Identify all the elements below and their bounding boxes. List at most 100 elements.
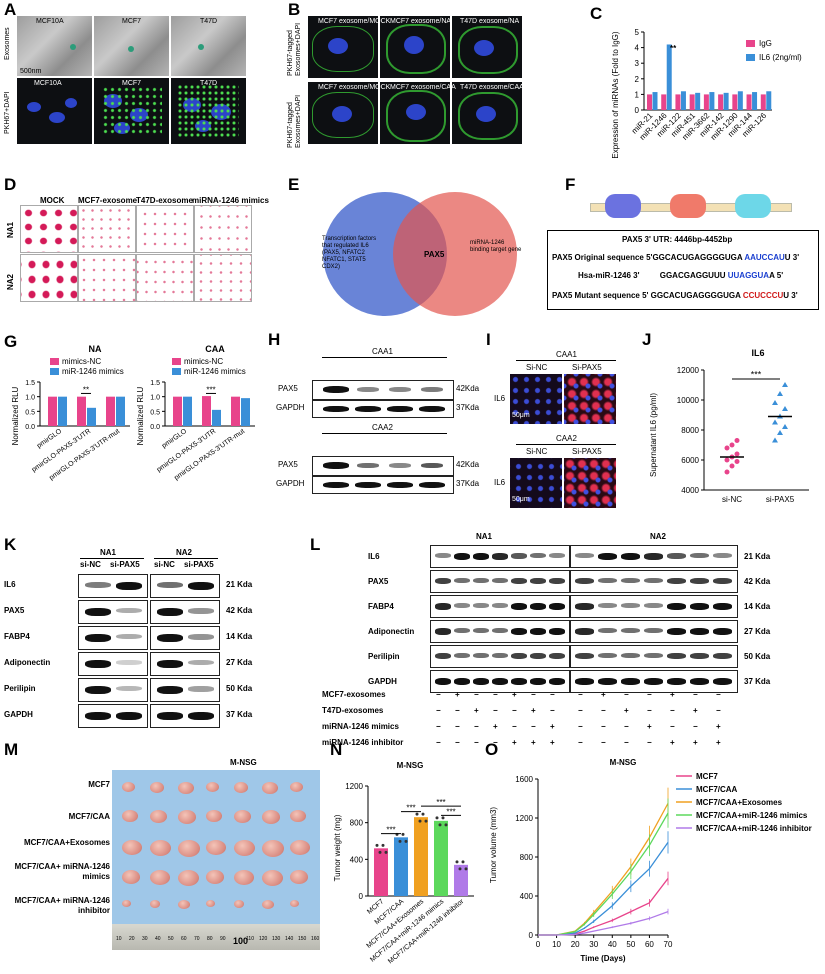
panel-m-label: M	[4, 740, 19, 759]
l-sign: −	[647, 706, 652, 715]
j-ylabel: Supernatant IL6 (pg/ml)	[649, 393, 658, 477]
i-group: CAA2	[556, 434, 577, 443]
oil-red-image	[136, 254, 194, 302]
c-bar	[746, 94, 752, 110]
l-group: NA2	[650, 532, 667, 541]
l-sign: −	[474, 722, 479, 731]
g-legend: miR-1246 mimics	[184, 367, 246, 376]
ruler-tick: 20	[129, 936, 135, 942]
blot-row	[570, 620, 738, 643]
g-bar	[202, 396, 211, 426]
blot-row	[312, 456, 454, 476]
panel-b-row2-label: PKH67-tagged Exosomes+DAPI	[287, 94, 302, 148]
l-row-label: IL6	[368, 552, 380, 561]
n-point	[418, 819, 422, 823]
l-sign: +	[493, 722, 498, 731]
col-label: T47D exosome/NA	[460, 18, 520, 25]
l-sign: −	[531, 722, 536, 731]
l-sign: +	[670, 738, 675, 747]
panel-n-label: N	[330, 740, 343, 759]
c-bar	[647, 94, 652, 110]
orig-seq: PAX5 Original sequence 5'GGCACUGAGGGGUGA…	[552, 253, 800, 262]
l-sign: +	[716, 722, 721, 731]
n-plot: 04008001200MCF7MCF7/CAAMCF7/CAA+Exosomes…	[345, 782, 474, 965]
legend-label-il6: IL6 (2ng/ml)	[759, 53, 802, 62]
d-col: MCF7-exosome	[78, 196, 138, 205]
g-ylabel: Normalized RLU	[11, 386, 20, 445]
j-ytick: 12000	[677, 366, 700, 375]
o-title: M-NSG	[610, 758, 637, 767]
o-xtick: 10	[552, 940, 561, 949]
l-sign: −	[578, 706, 583, 715]
if-image	[564, 374, 616, 424]
j-point	[782, 382, 788, 387]
o-ytick: 1200	[515, 814, 533, 823]
h-row: GAPDH	[276, 403, 305, 412]
l-sign: −	[716, 706, 721, 715]
tumor	[234, 782, 249, 793]
o-plot: 0 400 800 1200 1600 0 10 20 30 40 50 60 70	[515, 775, 673, 949]
n-bar	[414, 817, 428, 896]
g-annotation: ***	[206, 386, 215, 395]
l-row-label: PAX5	[368, 577, 389, 586]
blot-row	[78, 652, 148, 676]
tumor	[178, 782, 194, 794]
blot-row	[430, 570, 570, 593]
h-kda: 37Kda	[456, 403, 480, 412]
l-sign: −	[601, 738, 606, 747]
blot-row	[150, 704, 220, 728]
l-sign: −	[578, 690, 583, 699]
g-ytick: 1.5	[25, 380, 35, 387]
j-point	[772, 419, 778, 425]
o-legend: MCF7 MCF7/CAA MCF7/CAA+Exosomes MCF7/CAA+mi…	[676, 772, 812, 833]
c-bar	[766, 91, 772, 110]
l-kda: 21 Kda	[744, 552, 771, 561]
k-row-label: IL6	[4, 580, 16, 589]
panel-e-label: E	[288, 175, 300, 194]
n-point	[458, 867, 462, 871]
k-lane: si-PAX5	[110, 560, 140, 569]
c-bar	[732, 94, 738, 110]
col-label: T47D	[200, 18, 218, 25]
n-point	[444, 823, 448, 827]
o-xtick: 20	[571, 940, 580, 949]
g-ytick: 0.5	[150, 409, 160, 416]
h-kda: 37Kda	[456, 479, 480, 488]
blot-row	[78, 574, 148, 598]
g-xtick: pmirGLO	[36, 428, 64, 450]
h-kda: 42Kda	[456, 384, 480, 393]
exosome-dot	[70, 44, 76, 50]
l-kda: 42 Kda	[744, 577, 771, 586]
h-row: GAPDH	[276, 479, 305, 488]
j-point	[724, 469, 730, 475]
n-point	[415, 812, 419, 816]
oil-red-image	[20, 254, 78, 302]
col-label: MCF7 exosome/CAA	[390, 84, 456, 91]
k-kda: 50 Kda	[226, 684, 253, 693]
l-kda: 14 Kda	[744, 602, 771, 611]
o-legend-label: MCF7/CAA	[696, 785, 738, 794]
l-sign: −	[693, 722, 698, 731]
utr-title: PAX5 3' UTR: 4446bp-4452bp	[622, 235, 733, 244]
l-sign: +	[670, 690, 675, 699]
n-annotation: ***	[446, 807, 455, 816]
l-sign: +	[693, 738, 698, 747]
col-label: MCF10A	[36, 18, 64, 25]
o-xtick: 30	[589, 940, 598, 949]
m-row-label: MCF7/CAA+ miRNA-1246 inhibitor	[14, 896, 110, 915]
if-image	[510, 374, 562, 424]
j-xtick: si-PAX5	[766, 495, 795, 504]
k-kda: 21 Kda	[226, 580, 253, 589]
ruler-tick: 130	[272, 936, 281, 942]
col-label: T47D	[200, 80, 218, 87]
panel-l-label: L	[310, 535, 321, 554]
c-bar	[661, 94, 667, 110]
fluor-image-t47d	[171, 78, 246, 144]
panel-a-row1-label: Exosomes	[4, 27, 11, 60]
l-kda: 27 Kda	[744, 627, 771, 636]
ruler: 10 20 30 40 50 60 70 80 90 100 110 120 130 140 150 160	[112, 924, 320, 950]
tumor	[122, 782, 135, 792]
j-plot: 4000 6000 8000 10000 12000 si-NC si-PAX5 ***	[677, 366, 809, 504]
blot-row	[570, 595, 738, 618]
tumor	[234, 840, 255, 856]
